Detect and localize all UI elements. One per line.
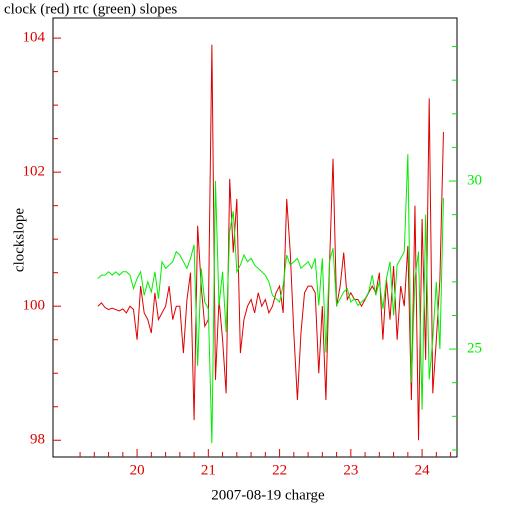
y-tick-label: 98 [30,432,45,448]
x-tick-label: 23 [343,462,358,478]
y2-tick-label: 25 [467,341,482,357]
x-axis-label: 2007-08-19 charge [211,487,325,503]
y-axis-label: clockslope [11,208,27,272]
x-tick-label: 21 [201,462,216,478]
plot-frame [52,17,458,458]
series-line [97,154,444,444]
y2-tick-label: 30 [467,172,482,188]
x-tick-label: 20 [130,462,145,478]
y-tick-label: 100 [23,298,46,314]
y-tick-label: 104 [23,30,46,46]
chart-title: clock (red) rtc (green) slopes [4,1,177,17]
x-tick-label: 22 [272,462,287,478]
y-tick-label: 102 [23,164,46,180]
x-tick-label: 24 [415,462,431,478]
series-line [97,44,444,441]
